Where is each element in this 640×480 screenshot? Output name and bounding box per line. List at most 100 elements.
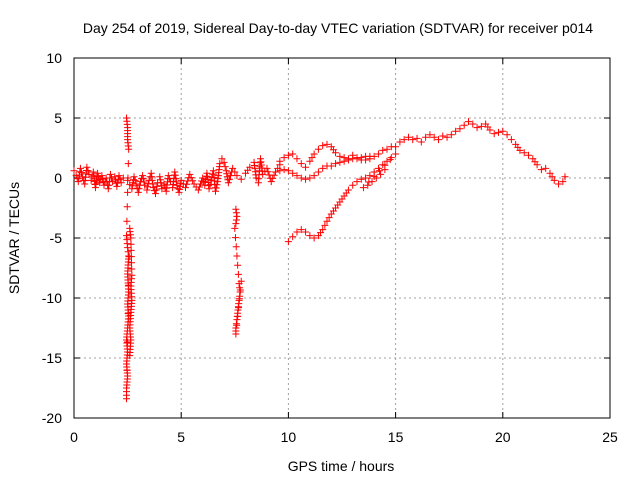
data-point [327,162,335,170]
data-point [276,167,284,175]
data-point [366,172,374,180]
data-point [177,176,185,184]
data-point [381,166,389,174]
data-point [199,174,207,182]
data-point [139,175,147,183]
data-point [336,152,344,160]
data-point [111,173,119,181]
data-point [434,136,442,144]
data-point [147,169,155,177]
data-point [490,130,498,138]
data-point [96,179,104,187]
data-point [477,122,485,130]
data-point [212,187,220,195]
data-point [171,168,179,176]
data-point [148,173,156,181]
data-point [108,174,116,182]
data-point [559,178,567,186]
data-point [276,157,284,165]
data-point [452,127,460,135]
data-point [224,176,232,184]
data-point [264,168,272,176]
data-point [533,161,541,169]
data-point [141,181,149,189]
data-point [272,168,280,176]
data-point [123,203,131,211]
data-point [130,173,138,181]
data-point [456,125,464,133]
data-point [157,179,165,187]
data-point [139,172,147,180]
data-point [357,154,365,162]
data-point [469,120,477,128]
data-point [314,145,322,153]
data-point [237,175,245,183]
data-point [92,180,100,188]
y-tick-label: 0 [54,170,62,186]
data-point [430,133,438,141]
data-point [76,164,84,172]
data-points [70,114,569,403]
data-point [109,178,117,186]
data-point [84,167,92,175]
data-point [231,168,239,176]
data-point [173,181,181,189]
data-point [297,160,305,168]
data-point [220,158,228,166]
data-point [233,252,241,260]
data-point [392,150,400,158]
data-point [417,138,425,146]
data-point [98,172,106,180]
data-point [116,175,124,183]
data-point [128,265,136,273]
data-point [195,183,203,191]
data-point [422,133,430,141]
data-point [246,163,254,171]
data-point [232,243,240,251]
y-axis-label: SDTVAR / TECUs [6,182,22,294]
data-point [187,174,195,182]
data-point [164,172,172,180]
data-point [349,155,357,163]
data-point [183,180,191,188]
data-point [124,244,132,252]
y-tick-label: -10 [42,290,62,306]
data-point [104,185,112,193]
data-point [366,152,374,160]
data-point [152,186,160,194]
data-point [323,140,331,148]
data-point [310,234,318,242]
data-point [218,155,226,163]
data-point [224,179,232,187]
data-point [293,228,301,236]
data-point [332,160,340,168]
data-point [400,136,408,144]
data-point [344,186,352,194]
data-point [302,175,310,183]
data-point [284,238,292,246]
data-point [212,184,220,192]
data-point [222,167,230,175]
data-point [123,366,131,374]
data-point [289,233,297,241]
data-point [302,228,310,236]
data-point [232,220,240,228]
chart-title: Day 254 of 2019, Sidereal Day-to-day VTE… [83,20,593,36]
data-point [386,156,394,164]
x-tick-label: 10 [281,429,297,445]
data-point [153,182,161,190]
data-point [336,158,344,166]
data-point [234,312,242,320]
data-point [232,209,240,217]
data-point [156,176,164,184]
data-point [319,164,327,172]
data-point [233,172,241,180]
x-tick-label: 0 [70,429,78,445]
data-point [124,188,132,196]
data-point [148,176,156,184]
data-point [439,132,447,140]
data-point [297,226,305,234]
data-point [158,185,166,193]
data-point [413,134,421,142]
